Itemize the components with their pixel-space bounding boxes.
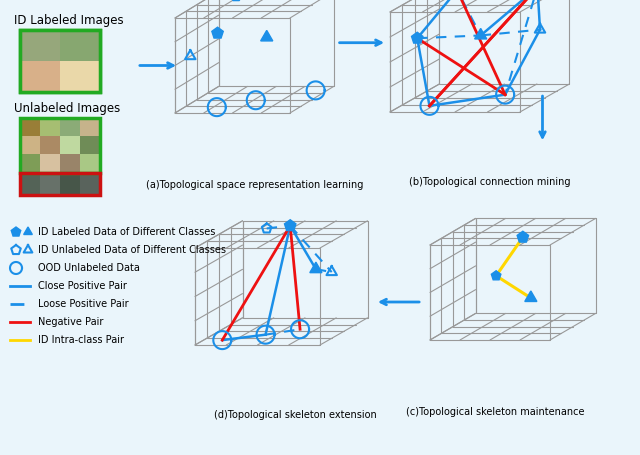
Bar bbox=[40, 154, 60, 172]
Text: (c)Topological skeleton maintenance: (c)Topological skeleton maintenance bbox=[406, 407, 584, 417]
Bar bbox=[40, 118, 60, 136]
Text: ID Labeled Images: ID Labeled Images bbox=[14, 14, 124, 27]
Text: Negative Pair: Negative Pair bbox=[38, 317, 104, 327]
Text: OOD Unlabeled Data: OOD Unlabeled Data bbox=[38, 263, 140, 273]
Polygon shape bbox=[517, 231, 529, 242]
Text: Unlabeled Images: Unlabeled Images bbox=[14, 102, 120, 115]
Bar bbox=[60, 173, 80, 195]
Text: (a)Topological space representation learning: (a)Topological space representation lear… bbox=[147, 180, 364, 190]
Bar bbox=[60, 30, 100, 61]
Bar bbox=[20, 61, 60, 92]
Text: (b)Topological connection mining: (b)Topological connection mining bbox=[409, 177, 571, 187]
Bar bbox=[20, 30, 100, 92]
Bar bbox=[20, 30, 100, 92]
Bar bbox=[40, 173, 60, 195]
Bar bbox=[20, 118, 40, 136]
Text: ID Unlabeled Data of Different Classes: ID Unlabeled Data of Different Classes bbox=[38, 245, 226, 255]
Polygon shape bbox=[525, 291, 537, 302]
Text: ID Intra-class Pair: ID Intra-class Pair bbox=[38, 335, 124, 345]
Bar bbox=[20, 173, 100, 195]
Polygon shape bbox=[492, 271, 501, 280]
Polygon shape bbox=[260, 30, 273, 41]
Bar bbox=[40, 136, 60, 154]
Polygon shape bbox=[475, 29, 487, 39]
Bar bbox=[80, 136, 100, 154]
Polygon shape bbox=[12, 227, 20, 236]
Polygon shape bbox=[412, 32, 423, 43]
Bar bbox=[60, 118, 80, 136]
Bar bbox=[20, 154, 40, 172]
Bar bbox=[80, 118, 100, 136]
Bar bbox=[20, 30, 60, 61]
Bar bbox=[60, 154, 80, 172]
Text: ID Labeled Data of Different Classes: ID Labeled Data of Different Classes bbox=[38, 227, 216, 237]
Text: (d)Topological skeleton extension: (d)Topological skeleton extension bbox=[214, 410, 376, 420]
Bar bbox=[60, 61, 100, 92]
Polygon shape bbox=[285, 220, 296, 231]
Bar bbox=[60, 136, 80, 154]
Polygon shape bbox=[24, 227, 33, 234]
Bar bbox=[80, 173, 100, 195]
Bar bbox=[80, 154, 100, 172]
Polygon shape bbox=[310, 262, 322, 273]
Bar bbox=[20, 118, 100, 173]
Text: Close Positive Pair: Close Positive Pair bbox=[38, 281, 127, 291]
Text: Loose Positive Pair: Loose Positive Pair bbox=[38, 299, 129, 309]
Polygon shape bbox=[212, 27, 223, 38]
Bar bbox=[20, 173, 40, 195]
Bar bbox=[20, 136, 40, 154]
